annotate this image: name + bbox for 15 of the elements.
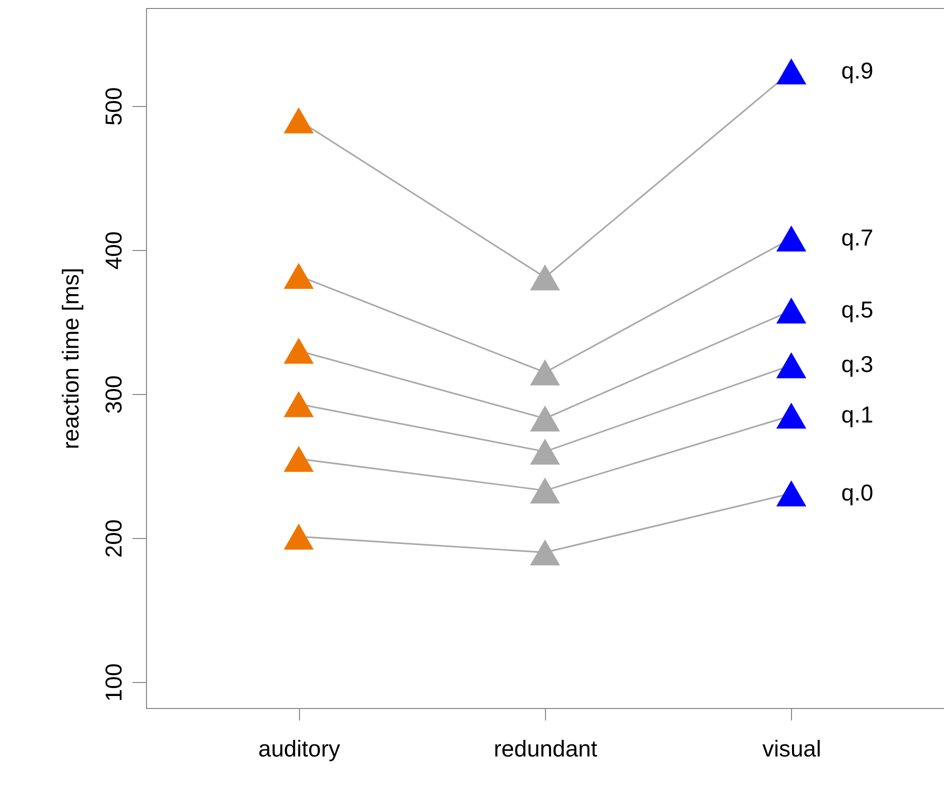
- y-axis-title: reaction time [ms]: [58, 268, 84, 450]
- y-tick-label: 500: [100, 87, 126, 126]
- x-tick-label: visual: [762, 736, 822, 762]
- series-label: q.1: [841, 402, 874, 428]
- series-label: q.5: [841, 296, 874, 322]
- y-tick-label: 100: [100, 663, 126, 702]
- series-label: q.7: [841, 224, 874, 250]
- series-label: q.0: [841, 479, 874, 506]
- x-tick-label: redundant: [494, 736, 598, 762]
- x-tick-label: auditory: [258, 736, 341, 762]
- y-tick-label: 400: [100, 231, 126, 270]
- series-label: q.9: [841, 57, 874, 84]
- series-label: q.3: [841, 351, 874, 378]
- y-tick-label: 300: [100, 375, 126, 414]
- y-tick-label: 200: [100, 519, 126, 558]
